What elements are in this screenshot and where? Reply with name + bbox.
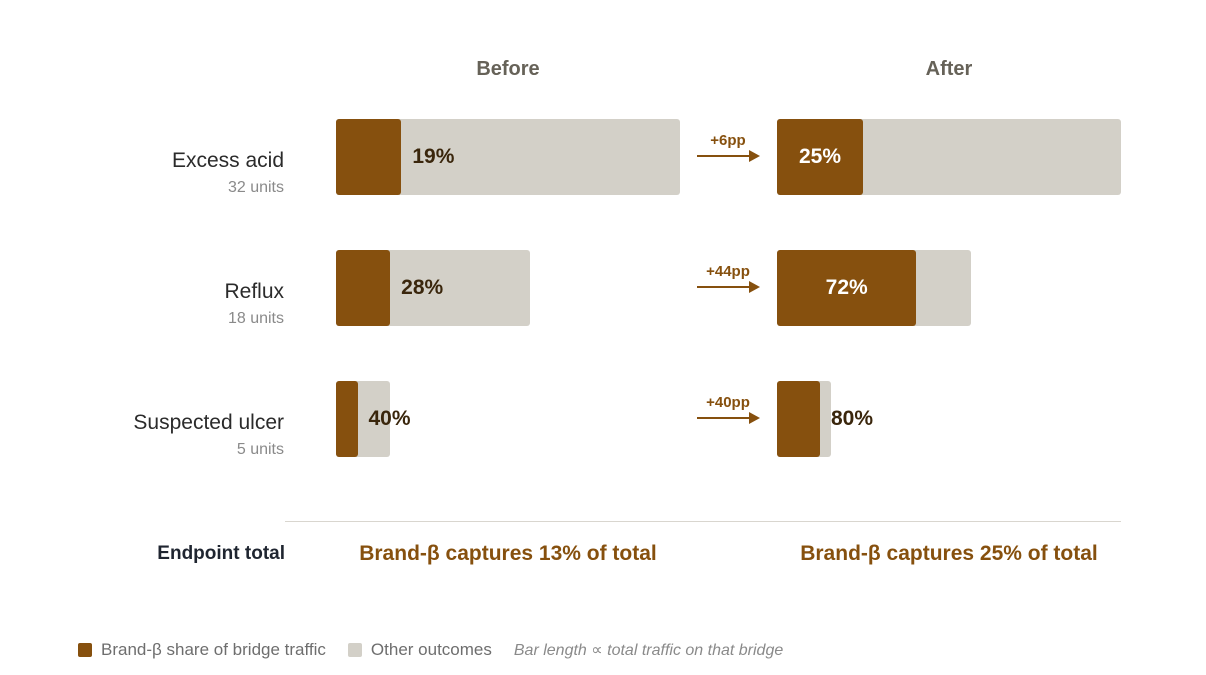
endpoint-total-before: Brand-β captures 13% of total: [359, 542, 657, 565]
excess-acid-before-bar-fill: [336, 119, 402, 195]
reflux-before-share-label: 28%: [401, 276, 444, 299]
arrow-right-icon: [697, 150, 760, 162]
legend-swatch-brand: [78, 643, 92, 657]
totals-divider: [285, 521, 1121, 522]
suspected-ulcer-before-bar-fill: [336, 381, 358, 457]
legend: Brand-β share of bridge traffic Other ou…: [78, 640, 783, 660]
legend-label-brand: Brand-β share of bridge traffic: [101, 640, 326, 659]
suspected-ulcer-after-share-label: 80%: [831, 407, 874, 430]
category-excess-acid: Excess acid 32 units: [172, 149, 284, 197]
column-header-after: After: [925, 58, 973, 80]
excess-acid-after-share-label: 25%: [798, 145, 842, 168]
category-name: Suspected ulcer: [133, 411, 284, 434]
reflux-before-bar-fill: [336, 250, 391, 326]
suspected-ulcer-before-share-label: 40%: [368, 407, 411, 430]
column-header-before: Before: [476, 58, 540, 80]
category-name: Excess acid: [171, 149, 284, 172]
suspected-ulcer-delta-label: +40pp: [706, 394, 750, 411]
category-units: 5 units: [236, 441, 284, 458]
excess-acid-after-bar-fill: [777, 119, 863, 195]
arrow-right-icon: [697, 281, 760, 293]
arrow-right-icon: [697, 412, 760, 424]
endpoint-total-label: Endpoint total: [157, 543, 285, 564]
legend-label-other: Other outcomes: [370, 640, 492, 659]
suspected-ulcer-before-bar-track: [336, 381, 390, 457]
excess-acid-after-bar-track: [777, 119, 1121, 195]
reflux-after-share-label: 72%: [825, 276, 868, 299]
excess-acid-before-share-label: 19%: [412, 145, 455, 168]
category-units: 32 units: [227, 179, 284, 196]
category-reflux: Reflux 18 units: [224, 280, 284, 328]
reflux-after-bar-fill: [777, 250, 917, 326]
category-units: 18 units: [227, 310, 284, 327]
legend-swatch-other: [347, 643, 362, 657]
excess-acid-before-bar-track: [336, 119, 680, 195]
reflux-delta-label: +44pp: [706, 263, 750, 280]
suspected-ulcer-after-bar-track: [777, 381, 831, 457]
suspected-ulcer-after-bar-fill: [777, 381, 820, 457]
excess-acid-delta-label: +6pp: [710, 132, 746, 149]
reflux-before-bar-track: [336, 250, 530, 326]
reflux-after-bar-track: [777, 250, 971, 326]
endpoint-total-after: Brand-β captures 25% of total: [800, 542, 1098, 565]
category-suspected-ulcer: Suspected ulcer 5 units: [133, 411, 284, 459]
category-name: Reflux: [224, 280, 284, 303]
legend-note: Bar length ∝ total traffic on that bridg…: [513, 642, 784, 659]
